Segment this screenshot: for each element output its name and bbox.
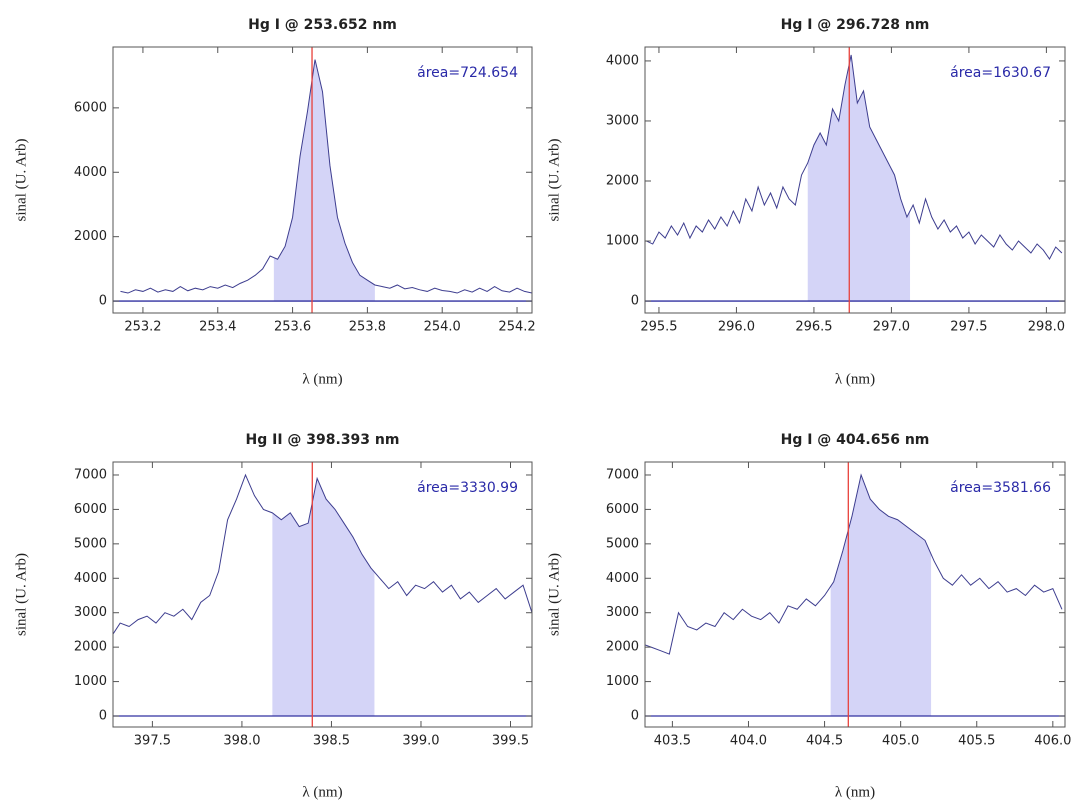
y-tick-label: 0: [99, 709, 107, 724]
y-tick-label: 3000: [74, 605, 107, 620]
x-tick-label: 253.8: [349, 320, 386, 335]
chart-title: Hg II @ 398.393 nm: [246, 432, 400, 448]
x-axis-label: λ (nm): [835, 784, 875, 800]
y-axis-label: sinal (U. Arb): [13, 553, 29, 636]
y-tick-label: 1000: [606, 234, 639, 249]
x-tick-label: 406.0: [1034, 734, 1071, 749]
chart-title: Hg I @ 253.652 nm: [248, 17, 397, 33]
y-tick-label: 4000: [606, 53, 639, 68]
area-annotation: área=3581.66: [950, 480, 1051, 496]
spectrum-line: [646, 54, 1063, 261]
y-tick-label: 6000: [74, 100, 107, 115]
frame: [112, 46, 533, 314]
x-tick-label: 253.2: [124, 320, 161, 335]
panel: 403.5 404.0 404.5 405.0 405.5 406.0 0 1000 2000 3…: [546, 432, 1071, 800]
spectrum-line: [120, 59, 532, 294]
y-tick-label: 0: [99, 294, 107, 309]
panel: 253.2 253.4 253.6 253.8 254.0 254.2 0 2000 4000 6…: [13, 17, 535, 387]
x-tick-label: 298.0: [1028, 320, 1065, 335]
y-tick-label: 4000: [74, 165, 107, 180]
y-axis-label: sinal (U. Arb): [13, 139, 29, 222]
y-tick-label: 3000: [606, 113, 639, 128]
frame: [644, 461, 1066, 728]
y-tick-label: 1000: [74, 674, 107, 689]
x-tick-label: 253.6: [274, 320, 311, 335]
y-tick-label: 2000: [74, 640, 107, 655]
frame: [112, 461, 533, 728]
y-tick-label: 6000: [74, 502, 107, 517]
y-axis-label: sinal (U. Arb): [546, 139, 562, 222]
spectrum-line: [113, 473, 532, 635]
x-tick-label: 403.5: [654, 734, 691, 749]
area-fill: [830, 474, 932, 717]
x-tick-label: 399.5: [492, 734, 529, 749]
x-tick-label: 254.2: [498, 320, 535, 335]
x-tick-label: 398.5: [313, 734, 350, 749]
area-fill: [273, 59, 375, 302]
y-tick-label: 7000: [606, 467, 639, 482]
x-tick-label: 297.5: [950, 320, 987, 335]
y-tick-label: 3000: [606, 605, 639, 620]
plot-area: [113, 47, 532, 313]
y-tick-label: 4000: [74, 571, 107, 586]
frame: [644, 46, 1066, 314]
y-tick-label: 4000: [606, 571, 639, 586]
y-tick-label: 2000: [606, 640, 639, 655]
x-tick-label: 405.5: [958, 734, 995, 749]
panel: 295.5 296.0 296.5 297.0 297.5 298.0 0 1000 2000 3…: [546, 17, 1066, 387]
x-axis-label: λ (nm): [302, 784, 342, 800]
chart-title: Hg I @ 404.656 nm: [781, 432, 930, 448]
x-tick-label: 404.0: [730, 734, 767, 749]
y-tick-label: 0: [631, 709, 639, 724]
x-tick-label: 253.4: [199, 320, 236, 335]
x-tick-label: 398.0: [223, 734, 260, 749]
plot-area: [645, 47, 1065, 313]
area-annotation: área=1630.67: [950, 65, 1051, 81]
x-tick-label: 405.0: [882, 734, 919, 749]
area-annotation: área=3330.99: [417, 480, 518, 496]
x-tick-label: 254.0: [424, 320, 461, 335]
y-axis-label: sinal (U. Arb): [546, 553, 562, 636]
plot-area: [645, 462, 1065, 727]
chart-title: Hg I @ 296.728 nm: [781, 17, 930, 33]
y-tick-label: 7000: [74, 467, 107, 482]
area-fill: [807, 54, 911, 302]
y-tick-label: 5000: [606, 536, 639, 551]
y-tick-label: 1000: [606, 674, 639, 689]
x-tick-label: 404.5: [806, 734, 843, 749]
x-tick-label: 297.0: [873, 320, 910, 335]
x-tick-label: 397.5: [134, 734, 171, 749]
x-axis-label: λ (nm): [302, 371, 342, 387]
area-fill: [272, 478, 375, 717]
y-tick-label: 6000: [606, 502, 639, 517]
y-tick-label: 5000: [74, 536, 107, 551]
y-tick-label: 2000: [74, 229, 107, 244]
y-tick-label: 2000: [606, 173, 639, 188]
panel: 397.5 398.0 398.5 399.0 399.5 0 1000 2000 3000 40…: [13, 432, 533, 800]
x-tick-label: 296.5: [795, 320, 832, 335]
x-axis-label: λ (nm): [835, 371, 875, 387]
spectrum-line: [645, 473, 1063, 655]
x-tick-label: 399.0: [402, 734, 439, 749]
y-tick-label: 0: [631, 294, 639, 309]
x-tick-label: 296.0: [718, 320, 755, 335]
x-tick-label: 295.5: [640, 320, 677, 335]
plot-area: [113, 462, 532, 727]
area-annotation: área=724.654: [417, 65, 518, 81]
